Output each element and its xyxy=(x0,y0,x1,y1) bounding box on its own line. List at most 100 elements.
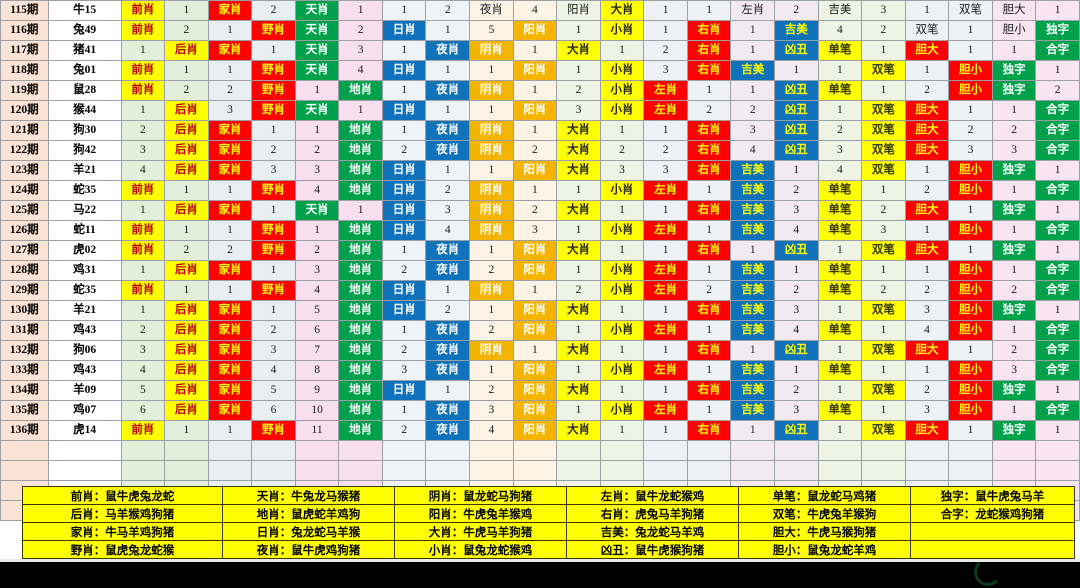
legend-entry: 日肖：兔龙蛇马羊猴 xyxy=(222,522,395,541)
streak-count-cell: 4 xyxy=(773,320,819,341)
streak-count-cell: 2 xyxy=(120,320,166,341)
streak-count-cell: 2 xyxy=(425,180,471,201)
attr-tag-cell: 合字 xyxy=(1035,180,1080,201)
attr-tag-cell: 胆小 xyxy=(948,80,993,101)
table-row: 127期 虎02 前肖 2 2 野肖 2 地肖 1 夜肖 1 阳肖 大肖 1 1 右肖 1 凶丑 1 双笔 胆大 1 独字 1 xyxy=(0,240,1080,261)
streak-count-cell: 1 xyxy=(1035,420,1080,441)
streak-count-cell: 3 xyxy=(948,140,993,161)
streak-count-cell: 双笔 xyxy=(948,0,993,21)
streak-count-cell: 1 xyxy=(469,160,514,181)
attr-tag-cell: 野肖 xyxy=(251,280,296,301)
streak-count-cell: 3 xyxy=(599,160,645,181)
empty-cell xyxy=(686,440,732,461)
zodiac-number-cell: 马22 xyxy=(47,200,122,221)
period-cell: 130期 xyxy=(0,300,49,321)
attr-tag-cell: 日肖 xyxy=(381,220,427,241)
attr-tag-cell: 阴肖 xyxy=(469,120,514,141)
streak-count-cell: 2 xyxy=(991,120,1037,141)
attr-tag-cell: 后肖 xyxy=(164,320,209,341)
streak-count-cell: 3 xyxy=(556,100,601,121)
attr-tag-cell: 阳肖 xyxy=(512,420,558,441)
legend-empty-cell xyxy=(910,522,1075,541)
empty-cell xyxy=(773,460,819,481)
attr-tag-cell: 单笔 xyxy=(817,320,863,341)
period-cell: 124期 xyxy=(0,180,49,201)
attr-tag-cell: 家肖 xyxy=(207,380,253,401)
empty-cell xyxy=(425,440,471,461)
streak-count-cell: 1 xyxy=(469,360,514,381)
period-cell: 125期 xyxy=(0,200,49,221)
empty-cell xyxy=(251,460,296,481)
streak-count-cell: 1 xyxy=(599,200,645,221)
table-row: 117期 猪41 1 后肖 家肖 1 天肖 3 1 夜肖 阴肖 1 大肖 1 2 右肖 1 凶丑 单笔 1 胆大 1 1 合字 xyxy=(0,40,1080,61)
table-row: 136期 虎14 前肖 1 1 野肖 11 地肖 2 夜肖 4 阳肖 大肖 1 1 右肖 1 凶丑 1 双笔 胆大 1 独字… xyxy=(0,420,1080,441)
period-cell: 122期 xyxy=(0,140,49,161)
streak-count-cell: 1 xyxy=(425,100,471,121)
attr-tag-cell: 地肖 xyxy=(338,340,383,361)
attr-tag-cell: 夜肖 xyxy=(425,420,471,441)
attr-tag-cell: 家肖 xyxy=(207,320,253,341)
attr-tag-cell: 双笔 xyxy=(861,380,906,401)
attr-tag-cell: 独字 xyxy=(991,300,1037,321)
attr-tag-cell: 凶丑 xyxy=(773,120,819,141)
streak-count-cell: 2 xyxy=(294,240,340,261)
streak-count-cell: 3 xyxy=(991,140,1037,161)
streak-count-cell: 2 xyxy=(991,280,1037,301)
attr-tag-cell: 前肖 xyxy=(120,20,166,41)
empty-cell xyxy=(207,440,253,461)
attr-tag-cell: 阴肖 xyxy=(469,200,514,221)
streak-count-cell: 1 xyxy=(904,60,950,81)
attr-tag-cell: 单笔 xyxy=(817,400,863,421)
attr-tag-cell: 前肖 xyxy=(120,240,166,261)
zodiac-number-cell: 兔01 xyxy=(47,60,122,81)
streak-count-cell: 1 xyxy=(817,300,863,321)
streak-count-cell: 1 xyxy=(904,160,950,181)
attr-tag-cell: 阳肖 xyxy=(512,360,558,381)
attr-tag-cell: 合字 xyxy=(1035,140,1080,161)
attr-tag-cell: 右肖 xyxy=(686,160,732,181)
attr-tag-cell: 夜肖 xyxy=(425,40,471,61)
attr-tag-cell: 双笔 xyxy=(861,140,906,161)
streak-count-cell: 1 xyxy=(991,100,1037,121)
attr-tag-cell: 大肖 xyxy=(556,420,601,441)
period-cell: 128期 xyxy=(0,260,49,281)
attr-tag-cell: 阴肖 xyxy=(469,180,514,201)
attr-tag-cell: 胆大 xyxy=(904,420,950,441)
attr-tag-cell: 野肖 xyxy=(251,180,296,201)
streak-count-cell: 1 xyxy=(207,220,253,241)
streak-count-cell: 1 xyxy=(251,260,296,281)
streak-count-cell: 3 xyxy=(294,260,340,281)
legend-entry: 吉美：兔龙蛇马羊鸡 xyxy=(566,522,739,541)
attr-tag-cell: 左肖 xyxy=(643,320,688,341)
zodiac-number-cell: 鼠28 xyxy=(47,80,122,101)
streak-count-cell: 1 xyxy=(164,280,209,301)
empty-cell xyxy=(556,460,601,481)
streak-count-cell: 1 xyxy=(686,260,732,281)
attr-tag-cell: 左肖 xyxy=(643,220,688,241)
attr-tag-cell: 小肖 xyxy=(599,60,645,81)
attr-tag-cell: 独字 xyxy=(991,60,1037,81)
attr-tag-cell: 右肖 xyxy=(686,240,732,261)
attr-tag-cell: 合字 xyxy=(1035,340,1080,361)
attr-tag-cell: 野肖 xyxy=(251,100,296,121)
streak-count-cell: 双笔 xyxy=(904,20,950,41)
attr-tag-cell: 合字 xyxy=(1035,360,1080,381)
attr-tag-cell: 双笔 xyxy=(861,160,906,181)
zodiac-number-cell: 羊21 xyxy=(47,160,122,181)
zodiac-number-cell: 鸡07 xyxy=(47,400,122,421)
streak-count-cell: 1 xyxy=(948,20,993,41)
attr-tag-cell: 后肖 xyxy=(164,360,209,381)
streak-count-cell: 1 xyxy=(643,340,688,361)
attr-tag-cell: 前肖 xyxy=(120,420,166,441)
attr-tag-cell: 吉美 xyxy=(730,360,775,381)
streak-count-cell: 胆小 xyxy=(991,20,1037,41)
zodiac-number-cell: 羊21 xyxy=(47,300,122,321)
attr-tag-cell: 天肖 xyxy=(294,200,340,221)
streak-count-cell: 1 xyxy=(599,120,645,141)
legend-row: 野肖：鼠虎兔龙蛇猴 夜肖：鼠牛虎鸡狗猪 小肖：鼠兔龙蛇猴鸡 凶丑：鼠牛虎猴狗猪 胆小：鼠… xyxy=(22,540,1075,559)
streak-count-cell: 2 xyxy=(686,100,732,121)
empty-cell xyxy=(469,460,514,481)
streak-count-cell: 1 xyxy=(686,360,732,381)
attr-tag-cell: 大肖 xyxy=(556,300,601,321)
